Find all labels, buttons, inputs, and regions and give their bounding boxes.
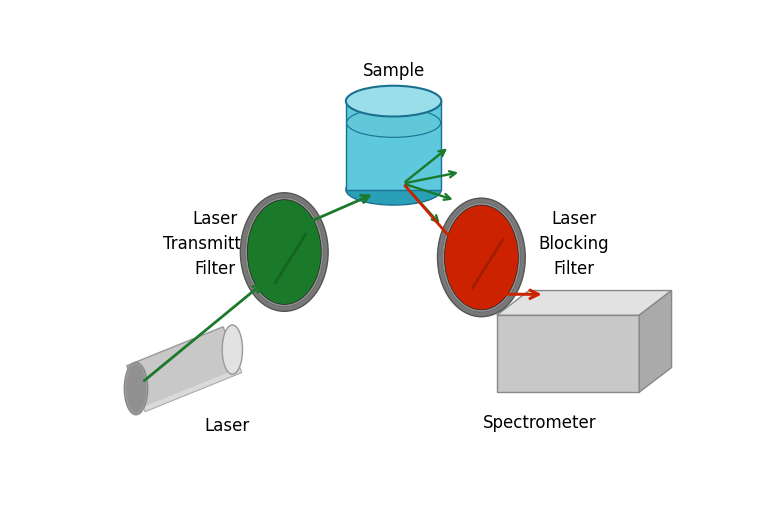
Ellipse shape: [346, 174, 442, 205]
Polygon shape: [639, 291, 671, 392]
Ellipse shape: [247, 200, 321, 304]
Ellipse shape: [445, 205, 518, 310]
Polygon shape: [497, 315, 639, 392]
Ellipse shape: [442, 203, 521, 312]
Polygon shape: [497, 291, 671, 315]
Ellipse shape: [346, 108, 441, 137]
Text: Spectrometer: Spectrometer: [483, 414, 596, 432]
Ellipse shape: [438, 198, 525, 317]
Ellipse shape: [346, 86, 442, 117]
Ellipse shape: [245, 197, 323, 307]
Text: Laser
Transmitting
Filter: Laser Transmitting Filter: [164, 210, 266, 278]
Ellipse shape: [240, 193, 328, 312]
Text: Laser: Laser: [204, 417, 249, 435]
Polygon shape: [144, 368, 242, 411]
Polygon shape: [127, 327, 242, 411]
Text: Sample: Sample: [362, 62, 425, 79]
Text: Laser
Blocking
Filter: Laser Blocking Filter: [538, 210, 609, 277]
Ellipse shape: [222, 325, 243, 374]
Ellipse shape: [126, 364, 146, 413]
Polygon shape: [346, 101, 442, 190]
Ellipse shape: [124, 362, 147, 415]
